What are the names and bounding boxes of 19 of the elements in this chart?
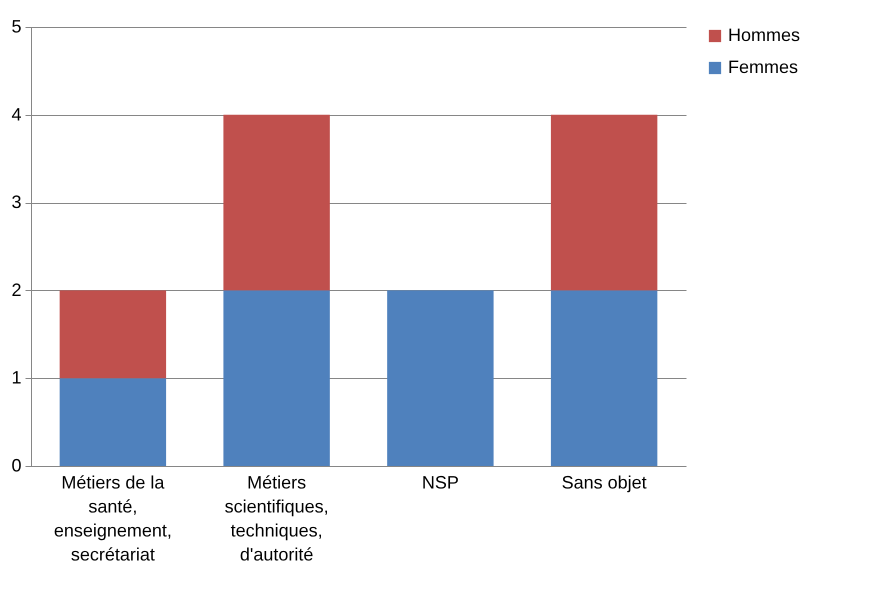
x-tick-label: Métiers scientifiques, techniques, d'autorité (224, 472, 329, 564)
bar (60, 290, 166, 378)
y-tick-label: 0 (11, 456, 22, 476)
bar (550, 290, 658, 466)
x-tick-label: Sans objet (562, 472, 647, 492)
bar (223, 114, 330, 290)
bar (550, 114, 658, 290)
x-tick-label: Métiers de la santé, enseignement, secrétariat (54, 472, 172, 564)
y-tick-label: 3 (11, 192, 22, 212)
y-tick-label: 2 (11, 280, 22, 300)
legend-label: Hommes (728, 25, 800, 45)
bar (387, 290, 494, 466)
bar (60, 378, 166, 466)
y-tick-label: 4 (11, 104, 22, 124)
y-tick-label: 1 (11, 368, 22, 388)
legend-label: Femmes (728, 57, 798, 77)
bar (223, 290, 330, 466)
y-tick-label: 5 (11, 16, 22, 36)
x-tick-label: NSP (422, 472, 459, 492)
